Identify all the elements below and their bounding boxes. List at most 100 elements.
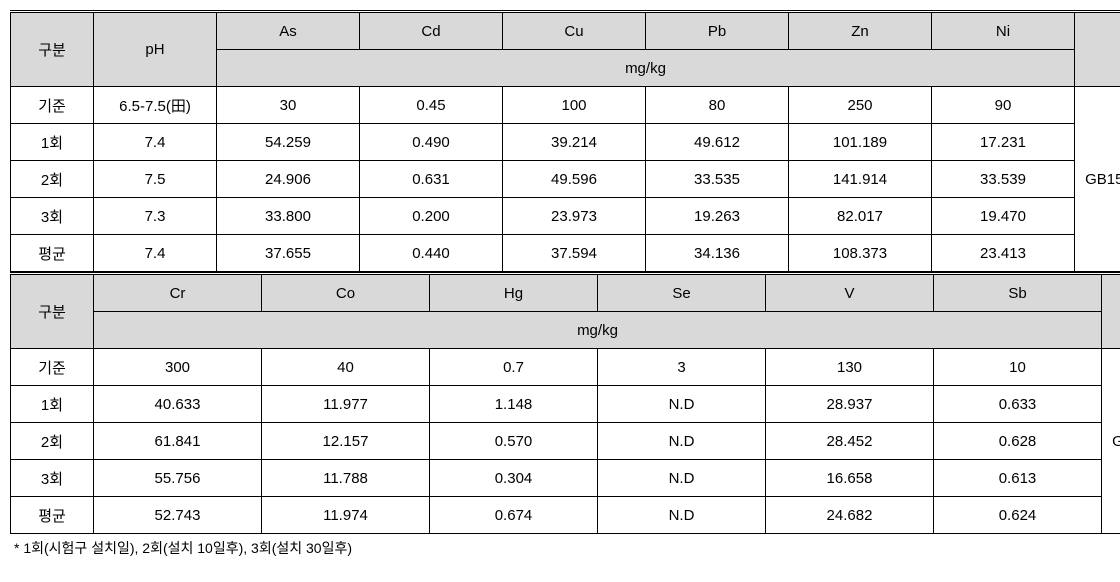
cell-zn: 108.373 [789,235,932,272]
cell-ni: 23.413 [932,235,1075,272]
cell-as: 30 [217,87,360,124]
cell-co: 12.157 [262,423,430,460]
table-row: 2회 61.841 12.157 0.570 N.D 28.452 0.628 [11,423,1120,460]
cell-hg: 1.148 [430,386,598,423]
cell-pb: 19.263 [646,198,789,235]
table-row: 평균 7.4 37.655 0.440 37.594 34.136 108.37… [11,235,1120,272]
cell-ph: 7.5 [94,161,217,198]
cell-ph: 7.3 [94,198,217,235]
cell-pb: 33.535 [646,161,789,198]
data-table-2: 구분 Cr Co Hg Se V Sb 비 고 mg/kg 기준 300 40 … [10,272,1120,534]
cell-ni: 19.470 [932,198,1075,235]
header-cu: Cu [503,12,646,50]
table-row: 1회 7.4 54.259 0.490 39.214 49.612 101.18… [11,124,1120,161]
header-ph: pH [94,12,217,87]
cell-v: 28.937 [766,386,934,423]
cell-se: N.D [598,460,766,497]
cell-se: 3 [598,349,766,386]
cell-zn: 141.914 [789,161,932,198]
cell-zn: 82.017 [789,198,932,235]
header-unit: mg/kg [217,50,1075,87]
cell-cr: 52.743 [94,497,262,534]
header-gubun: 구분 [11,274,94,349]
cell-ni: 33.539 [932,161,1075,198]
header-zn: Zn [789,12,932,50]
cell-v: 24.682 [766,497,934,534]
cell-v: 16.658 [766,460,934,497]
cell-se: N.D [598,497,766,534]
cell-co: 11.977 [262,386,430,423]
cell-ph: 6.5-7.5(田) [94,87,217,124]
cell-gubun: 2회 [11,423,94,460]
cell-ph: 7.4 [94,124,217,161]
cell-cu: 37.594 [503,235,646,272]
cell-cd: 0.440 [360,235,503,272]
cell-zn: 250 [789,87,932,124]
cell-ph: 7.4 [94,235,217,272]
cell-gubun: 기준 [11,349,94,386]
cell-gubun: 1회 [11,124,94,161]
cell-cd: 0.45 [360,87,503,124]
cell-ni: 17.231 [932,124,1075,161]
cell-hg: 0.570 [430,423,598,460]
cell-gubun: 3회 [11,460,94,497]
cell-as: 33.800 [217,198,360,235]
header-pb: Pb [646,12,789,50]
cell-cu: 49.596 [503,161,646,198]
header-se: Se [598,274,766,312]
cell-gubun: 평균 [11,497,94,534]
header-sb: Sb [934,274,1102,312]
header-unit: mg/kg [94,312,1102,349]
cell-hg: 0.674 [430,497,598,534]
header-bigo: 비 고 [1075,12,1120,87]
cell-cr: 55.756 [94,460,262,497]
header-v: V [766,274,934,312]
cell-cu: 39.214 [503,124,646,161]
cell-pb: 34.136 [646,235,789,272]
cell-as: 37.655 [217,235,360,272]
cell-cu: 23.973 [503,198,646,235]
cell-cr: 61.841 [94,423,262,460]
table-row: 기준 300 40 0.7 3 130 10 GB15618-2008 [11,349,1120,386]
table1-header-row1: 구분 pH As Cd Cu Pb Zn Ni 비 고 [11,12,1120,50]
header-cd: Cd [360,12,503,50]
cell-sb: 0.613 [934,460,1102,497]
header-cr: Cr [94,274,262,312]
cell-sb: 0.628 [934,423,1102,460]
cell-gubun: 1회 [11,386,94,423]
header-gubun: 구분 [11,12,94,87]
header-ni: Ni [932,12,1075,50]
table-row: 기준 6.5-7.5(田) 30 0.45 100 80 250 90 GB15… [11,87,1120,124]
cell-as: 54.259 [217,124,360,161]
header-co: Co [262,274,430,312]
table2-header-row1: 구분 Cr Co Hg Se V Sb 비 고 [11,274,1120,312]
cell-ni: 90 [932,87,1075,124]
header-bigo: 비 고 [1102,274,1120,349]
cell-sb: 10 [934,349,1102,386]
cell-cd: 0.631 [360,161,503,198]
table-row: 3회 55.756 11.788 0.304 N.D 16.658 0.613 [11,460,1120,497]
cell-se: N.D [598,423,766,460]
cell-se: N.D [598,386,766,423]
cell-gubun: 기준 [11,87,94,124]
cell-cr: 40.633 [94,386,262,423]
cell-cu: 100 [503,87,646,124]
table-row: 2회 7.5 24.906 0.631 49.596 33.535 141.91… [11,161,1120,198]
table-row: 평균 52.743 11.974 0.674 N.D 24.682 0.624 [11,497,1120,534]
cell-gubun: 평균 [11,235,94,272]
header-as: As [217,12,360,50]
cell-gubun: 2회 [11,161,94,198]
cell-co: 11.974 [262,497,430,534]
footnote-text: * 1회(시험구 설치일), 2회(설치 10일후), 3회(설치 30일후) [10,538,1110,558]
cell-bigo: GB15618-2008 [1102,349,1120,534]
cell-sb: 0.624 [934,497,1102,534]
table-row: 3회 7.3 33.800 0.200 23.973 19.263 82.017… [11,198,1120,235]
cell-sb: 0.633 [934,386,1102,423]
cell-co: 40 [262,349,430,386]
cell-co: 11.788 [262,460,430,497]
table-row: 1회 40.633 11.977 1.148 N.D 28.937 0.633 [11,386,1120,423]
cell-as: 24.906 [217,161,360,198]
cell-zn: 101.189 [789,124,932,161]
cell-v: 130 [766,349,934,386]
cell-hg: 0.7 [430,349,598,386]
